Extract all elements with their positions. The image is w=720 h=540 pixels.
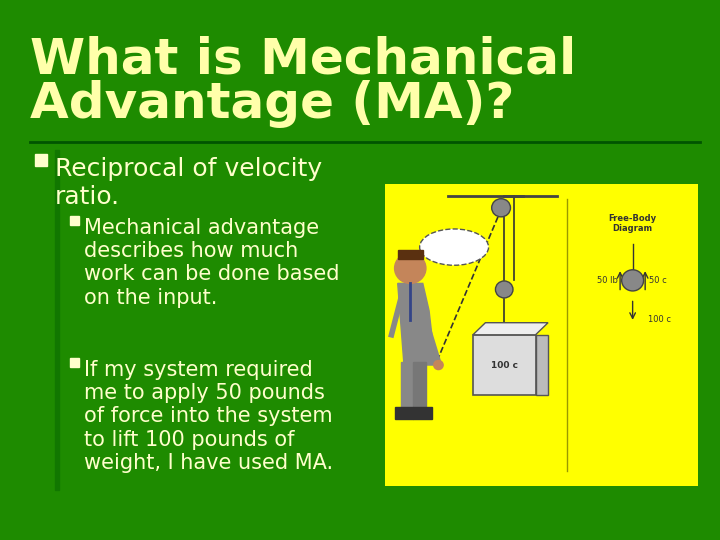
Bar [413,407,432,420]
Text: 50 lb: 50 lb [597,276,618,285]
Text: Reciprocal of velocity
ratio.: Reciprocal of velocity ratio. [55,157,322,209]
Text: I = 50 c: I = 50 c [439,242,469,252]
Ellipse shape [420,229,489,265]
Text: 100 c: 100 c [491,361,518,369]
Circle shape [395,253,426,284]
Text: Advantage (MA)?: Advantage (MA)? [30,80,514,128]
Circle shape [621,270,644,291]
Bar [397,250,423,259]
Text: 100 c: 100 c [648,315,671,324]
Circle shape [433,361,443,369]
Circle shape [495,281,513,298]
Bar [55,150,59,490]
Bar [395,407,413,420]
Polygon shape [536,335,548,395]
Polygon shape [473,323,548,335]
Bar [70,216,79,225]
Text: 50 c: 50 c [649,276,667,285]
Circle shape [492,199,510,217]
Text: If my system required
me to apply 50 pounds
of force into the system
to lift 100: If my system required me to apply 50 pou… [84,360,333,473]
Polygon shape [397,284,436,365]
Text: What is Mechanical: What is Mechanical [30,35,576,83]
Bar [35,154,47,166]
Text: Free-Body
Diagram: Free-Body Diagram [608,214,657,233]
Bar [70,358,79,367]
Text: Mechanical advantage
describes how much
work can be done based
on the input.: Mechanical advantage describes how much … [84,218,340,308]
Bar [413,362,426,410]
Bar [401,362,413,410]
Bar [473,335,536,395]
